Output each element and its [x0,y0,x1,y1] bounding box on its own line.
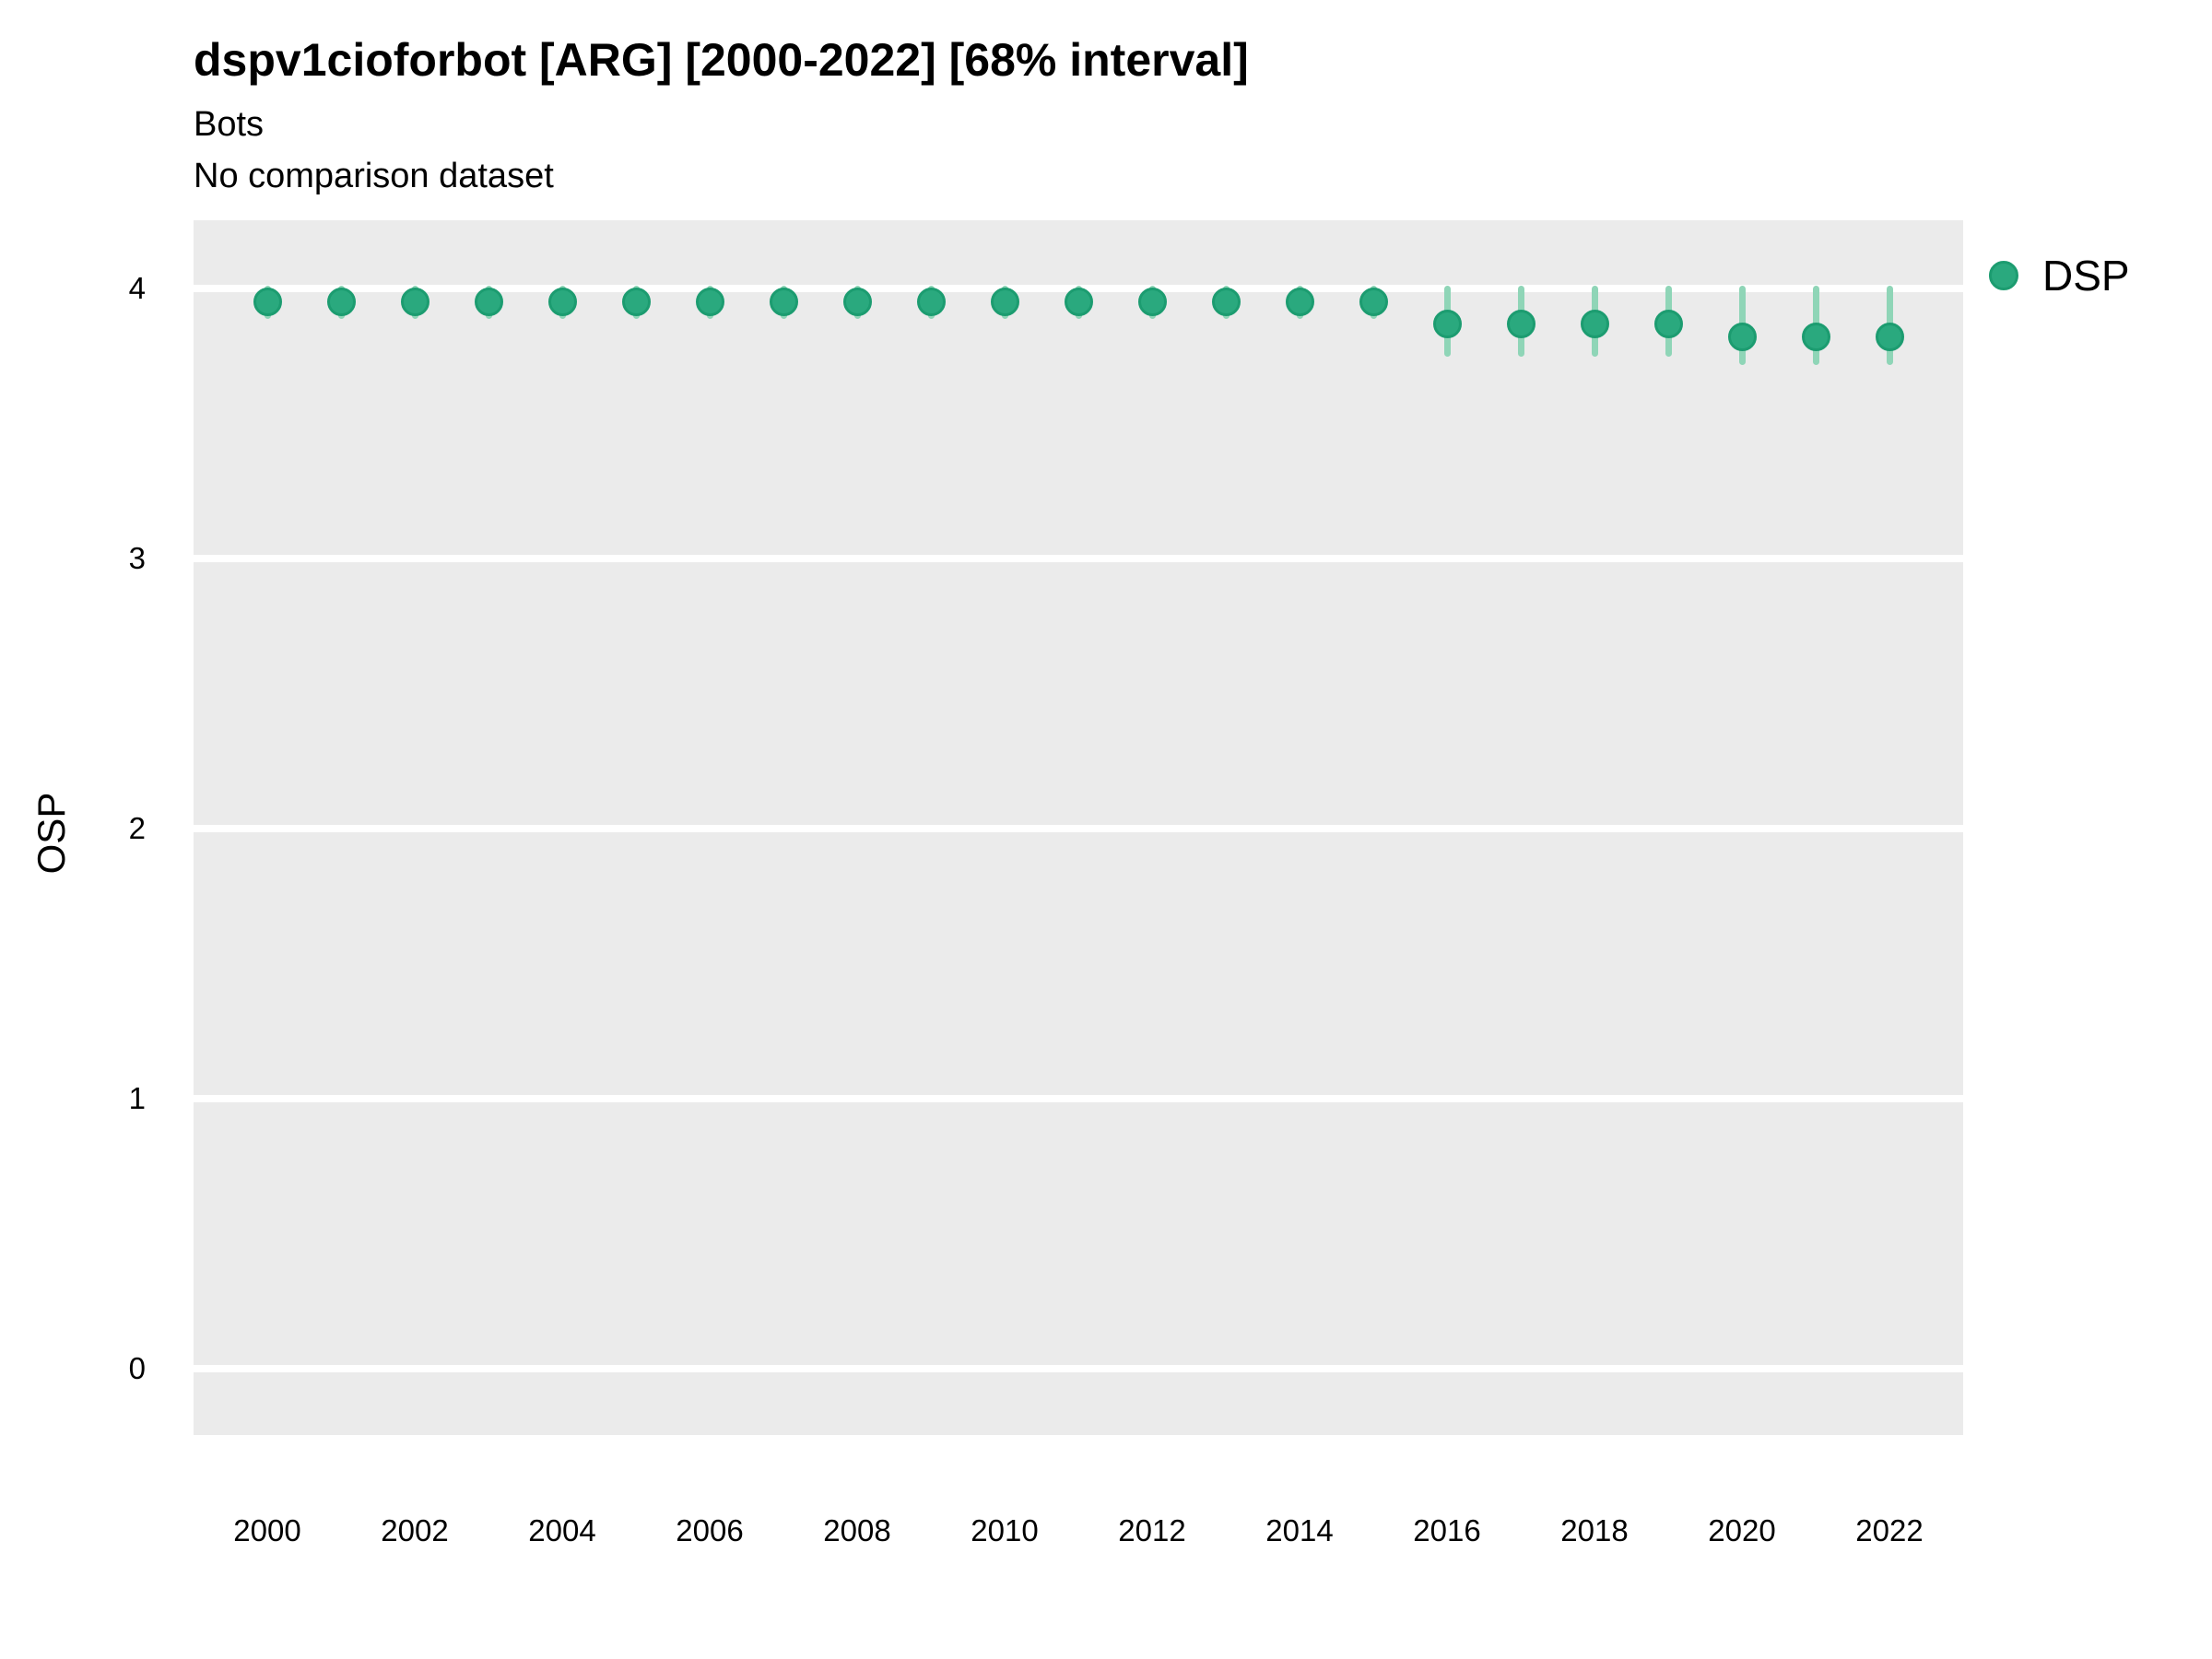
plot-panel [194,220,1963,1435]
x-tick-label-2018: 2018 [1560,1513,1629,1547]
y-tick-label-0: 0 [128,1351,146,1385]
x-tick-label-2000: 2000 [233,1513,301,1547]
data-point-2019 [1653,309,1683,338]
data-point-2014 [1285,288,1314,317]
data-point-2013 [1211,288,1241,317]
x-tick-label-2022: 2022 [1855,1513,1924,1547]
x-tick-label-2014: 2014 [1265,1513,1334,1547]
data-point-2022 [1875,323,1904,352]
data-point-2018 [1580,309,1609,338]
y-tick-label-1: 1 [128,1081,146,1115]
y-tick-label-2: 2 [128,811,146,845]
gridline-y-3 [194,555,1963,562]
x-tick-label-2004: 2004 [528,1513,596,1547]
y-tick-label-4: 4 [128,271,146,305]
data-point-2021 [1801,323,1830,352]
y-axis-title: OSP [29,792,73,875]
data-point-2015 [1359,288,1388,317]
x-tick-label-2020: 2020 [1708,1513,1776,1547]
gridline-y-1 [194,1095,1963,1102]
data-point-2011 [1064,288,1093,317]
x-tick-label-2012: 2012 [1118,1513,1186,1547]
x-tick-label-2006: 2006 [676,1513,744,1547]
data-point-2000 [253,288,282,317]
comparison-note: No comparison dataset [194,157,554,195]
data-point-2012 [1137,288,1167,317]
data-point-2010 [990,288,1019,317]
data-point-2020 [1727,323,1757,352]
legend-dsp-swatch-icon [1989,261,2018,290]
y-tick-label-3: 3 [128,541,146,575]
data-point-2007 [769,288,798,317]
x-tick-label-2008: 2008 [823,1513,891,1547]
data-point-2003 [474,288,503,317]
gridline-y-0 [194,1365,1963,1372]
data-point-2005 [621,288,651,317]
data-point-2008 [842,288,872,317]
legend-dsp-label: DSP [2042,252,2130,300]
data-point-2001 [326,288,356,317]
x-tick-label-2010: 2010 [971,1513,1039,1547]
chart-title: dspv1cioforbot [ARG] [2000-2022] [68% in… [194,34,1249,86]
legend: DSP [1989,251,2130,300]
gridline-y-2 [194,825,1963,832]
data-point-2002 [400,288,429,317]
data-point-2017 [1506,309,1535,338]
data-point-2009 [916,288,946,317]
x-tick-label-2016: 2016 [1413,1513,1481,1547]
data-point-2004 [547,288,577,317]
data-point-2016 [1432,309,1462,338]
chart-subtitle: Bots [194,105,265,144]
x-tick-label-2002: 2002 [381,1513,449,1547]
data-point-2006 [695,288,724,317]
